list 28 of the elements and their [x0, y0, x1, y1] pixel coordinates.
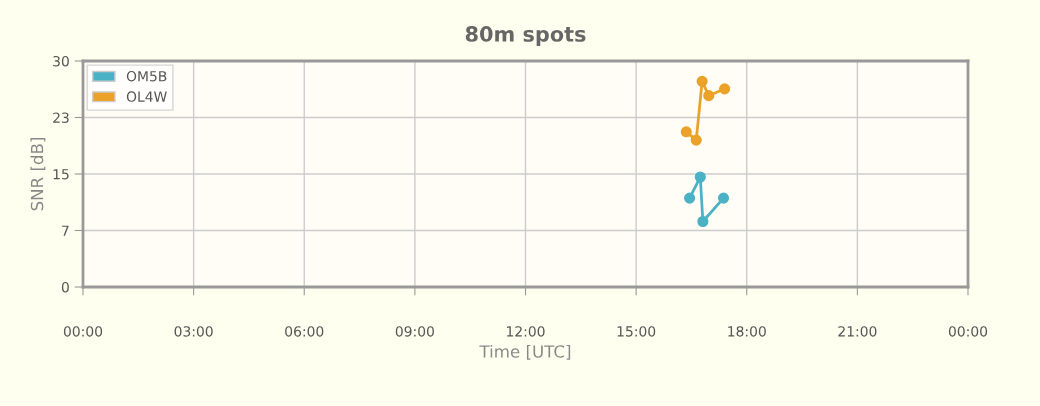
legend-label: OM5B [126, 70, 167, 82]
point [684, 192, 696, 204]
x-tick-label: 00:00 [948, 326, 988, 337]
x-axis-title: Time [UTC] [479, 344, 571, 360]
x-tick-label: 15:00 [617, 326, 656, 337]
point [719, 83, 731, 95]
y-tick-label: 15 [53, 169, 69, 180]
y-tick-label: 30 [53, 55, 69, 67]
x-tick-label: 06:00 [285, 326, 324, 337]
legend-label: OL4W [126, 91, 167, 102]
point [703, 90, 715, 102]
point [690, 134, 702, 146]
point [680, 126, 692, 138]
x-tick-label: 00:00 [63, 326, 103, 337]
y-tick-label: 7 [62, 225, 69, 236]
point [694, 171, 706, 183]
point [697, 215, 709, 228]
y-tick-label: 0 [61, 281, 69, 293]
chart-title: 80m spots [465, 26, 586, 46]
x-tick-label: 21:00 [838, 326, 877, 337]
point [696, 75, 708, 87]
x-tick-label: 18:00 [728, 326, 766, 337]
point [717, 192, 730, 204]
x-tick-label: 12:00 [507, 326, 545, 337]
x-tick-label: 09:00 [395, 326, 434, 337]
y-axis-title: SNR [dB] [30, 137, 46, 211]
y-tick-label: 23 [53, 112, 69, 123]
x-tick-label: 03:00 [174, 326, 213, 337]
